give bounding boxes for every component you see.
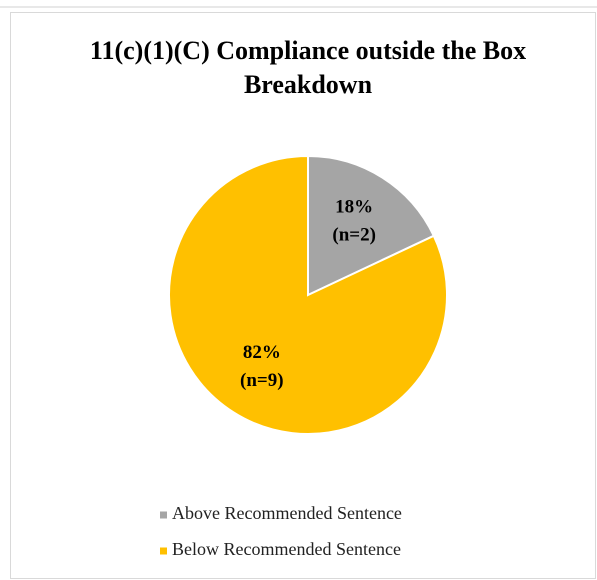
legend-label: Below Recommended Sentence (172, 539, 401, 559)
count-label: (n=2) (332, 225, 376, 246)
legend-marker (160, 547, 167, 555)
pie-slice (168, 154, 448, 435)
legend-label: Above Recommended Sentence (172, 503, 402, 523)
pie-slice (307, 154, 436, 297)
data-label: 82% (243, 342, 281, 363)
chart-title: 11(c)(1)(C) Compliance outside the Box B… (89, 36, 527, 99)
count-label: (n=9) (240, 370, 284, 391)
legend-marker (160, 511, 167, 519)
data-label: 18% (335, 197, 373, 218)
